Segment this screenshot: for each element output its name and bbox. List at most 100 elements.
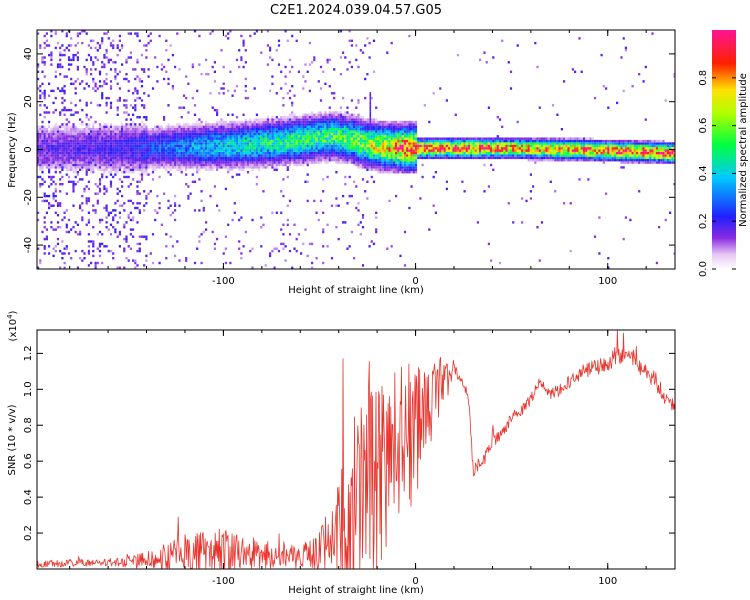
heatmap-cell bbox=[165, 154, 168, 157]
heatmap-cell bbox=[165, 159, 168, 162]
heatmap-cell bbox=[125, 135, 128, 138]
heatmap-cell bbox=[361, 139, 365, 143]
heatmap-cell bbox=[461, 139, 464, 143]
heatmap-cell bbox=[151, 156, 155, 160]
heatmap-cell bbox=[233, 120, 236, 124]
heatmap-cell bbox=[76, 111, 79, 114]
heatmap-cell bbox=[61, 240, 64, 243]
heatmap-cell bbox=[384, 123, 387, 126]
heatmap-cell bbox=[317, 161, 320, 164]
heatmap-cell bbox=[240, 137, 243, 140]
heatmap-cell bbox=[129, 104, 132, 107]
heatmap-cell bbox=[149, 132, 152, 136]
heatmap-cell bbox=[127, 214, 130, 217]
heatmap-cell bbox=[207, 156, 210, 160]
heatmap-cell bbox=[430, 147, 433, 150]
heatmap-cell bbox=[138, 192, 141, 195]
heatmap-cell bbox=[348, 151, 351, 155]
heatmap-cell bbox=[233, 211, 236, 214]
heatmap-cell bbox=[277, 39, 281, 42]
heatmap-cell bbox=[140, 159, 144, 162]
heatmap-cell bbox=[375, 156, 378, 160]
heatmap-cell bbox=[43, 130, 46, 133]
heatmap-cell bbox=[81, 41, 84, 45]
heatmap-cell bbox=[348, 142, 351, 145]
heatmap-cell bbox=[105, 245, 108, 248]
heatmap-cell bbox=[264, 132, 267, 136]
heatmap-cell bbox=[381, 144, 384, 148]
heatmap-cell bbox=[317, 113, 320, 116]
heatmap-cell bbox=[87, 156, 90, 160]
heatmap-cell bbox=[361, 135, 365, 138]
heatmap-cell bbox=[355, 185, 358, 188]
heatmap-cell bbox=[291, 120, 294, 124]
heatmap-cell bbox=[107, 156, 110, 160]
heatmap-cell bbox=[231, 166, 234, 169]
heatmap-cell bbox=[251, 128, 254, 131]
heatmap-cell bbox=[238, 142, 241, 145]
heatmap-cell bbox=[189, 161, 192, 164]
heatmap-cell bbox=[224, 125, 227, 128]
heatmap-cell bbox=[87, 53, 90, 57]
heatmap-cell bbox=[282, 247, 285, 250]
heatmap-cell bbox=[112, 144, 115, 148]
heatmap-cell bbox=[92, 204, 95, 207]
heatmap-cell bbox=[56, 128, 60, 131]
heatmap-cell bbox=[98, 151, 102, 155]
heatmap-cell bbox=[481, 139, 484, 143]
heatmap-cell bbox=[306, 147, 309, 150]
heatmap-cell bbox=[98, 125, 102, 128]
heatmap-cell bbox=[70, 159, 73, 162]
heatmap-cell bbox=[231, 135, 234, 138]
heatmap-cell bbox=[187, 185, 190, 188]
heatmap-cell bbox=[158, 156, 161, 160]
heatmap-cell bbox=[233, 144, 236, 148]
heatmap-cell bbox=[98, 187, 102, 191]
heatmap-cell bbox=[136, 180, 139, 183]
heatmap-cell bbox=[317, 151, 320, 155]
heatmap-cell bbox=[81, 108, 84, 112]
heatmap-cell bbox=[454, 113, 457, 116]
heatmap-cell bbox=[70, 161, 73, 164]
heatmap-cell bbox=[445, 99, 448, 102]
heatmap-cell bbox=[178, 147, 181, 150]
heatmap-cell bbox=[339, 132, 342, 136]
heatmap-cell bbox=[156, 156, 159, 160]
heatmap-cell bbox=[461, 137, 464, 140]
heatmap-cell bbox=[308, 41, 311, 45]
heatmap-cell bbox=[300, 163, 303, 167]
heatmap-cell bbox=[103, 130, 106, 133]
heatmap-cell bbox=[81, 218, 84, 222]
heatmap-cell bbox=[52, 149, 55, 152]
heatmap-cell bbox=[293, 130, 296, 133]
heatmap-cell bbox=[344, 142, 347, 145]
heatmap-cell bbox=[165, 156, 168, 160]
heatmap-cell bbox=[213, 151, 216, 155]
heatmap-cell bbox=[379, 132, 382, 136]
heatmap-cell bbox=[348, 123, 351, 126]
heatmap-cell bbox=[492, 56, 495, 59]
heatmap-cell bbox=[410, 159, 413, 162]
heatmap-cell bbox=[92, 39, 95, 42]
heatmap-cell bbox=[244, 159, 247, 162]
heatmap-cell bbox=[187, 139, 190, 143]
heatmap-cell bbox=[207, 137, 210, 140]
heatmap-cell bbox=[65, 123, 68, 126]
heatmap-cell bbox=[43, 221, 46, 224]
heatmap-cell bbox=[432, 204, 435, 207]
heatmap-cell bbox=[390, 154, 393, 157]
heatmap-cell bbox=[403, 168, 407, 171]
heatmap-cell bbox=[191, 156, 194, 160]
heatmap-cell bbox=[196, 130, 199, 133]
heatmap-cell bbox=[151, 261, 155, 265]
heatmap-cell bbox=[213, 163, 216, 167]
heatmap-cell bbox=[107, 166, 110, 169]
heatmap-cell bbox=[445, 151, 448, 155]
heatmap-cell bbox=[178, 204, 181, 207]
heatmap-cell bbox=[96, 185, 99, 188]
heatmap-cell bbox=[163, 137, 166, 140]
heatmap-cell bbox=[308, 147, 311, 150]
heatmap-cell bbox=[76, 132, 79, 136]
heatmap-cell bbox=[118, 147, 121, 150]
heatmap-cell bbox=[328, 120, 331, 124]
